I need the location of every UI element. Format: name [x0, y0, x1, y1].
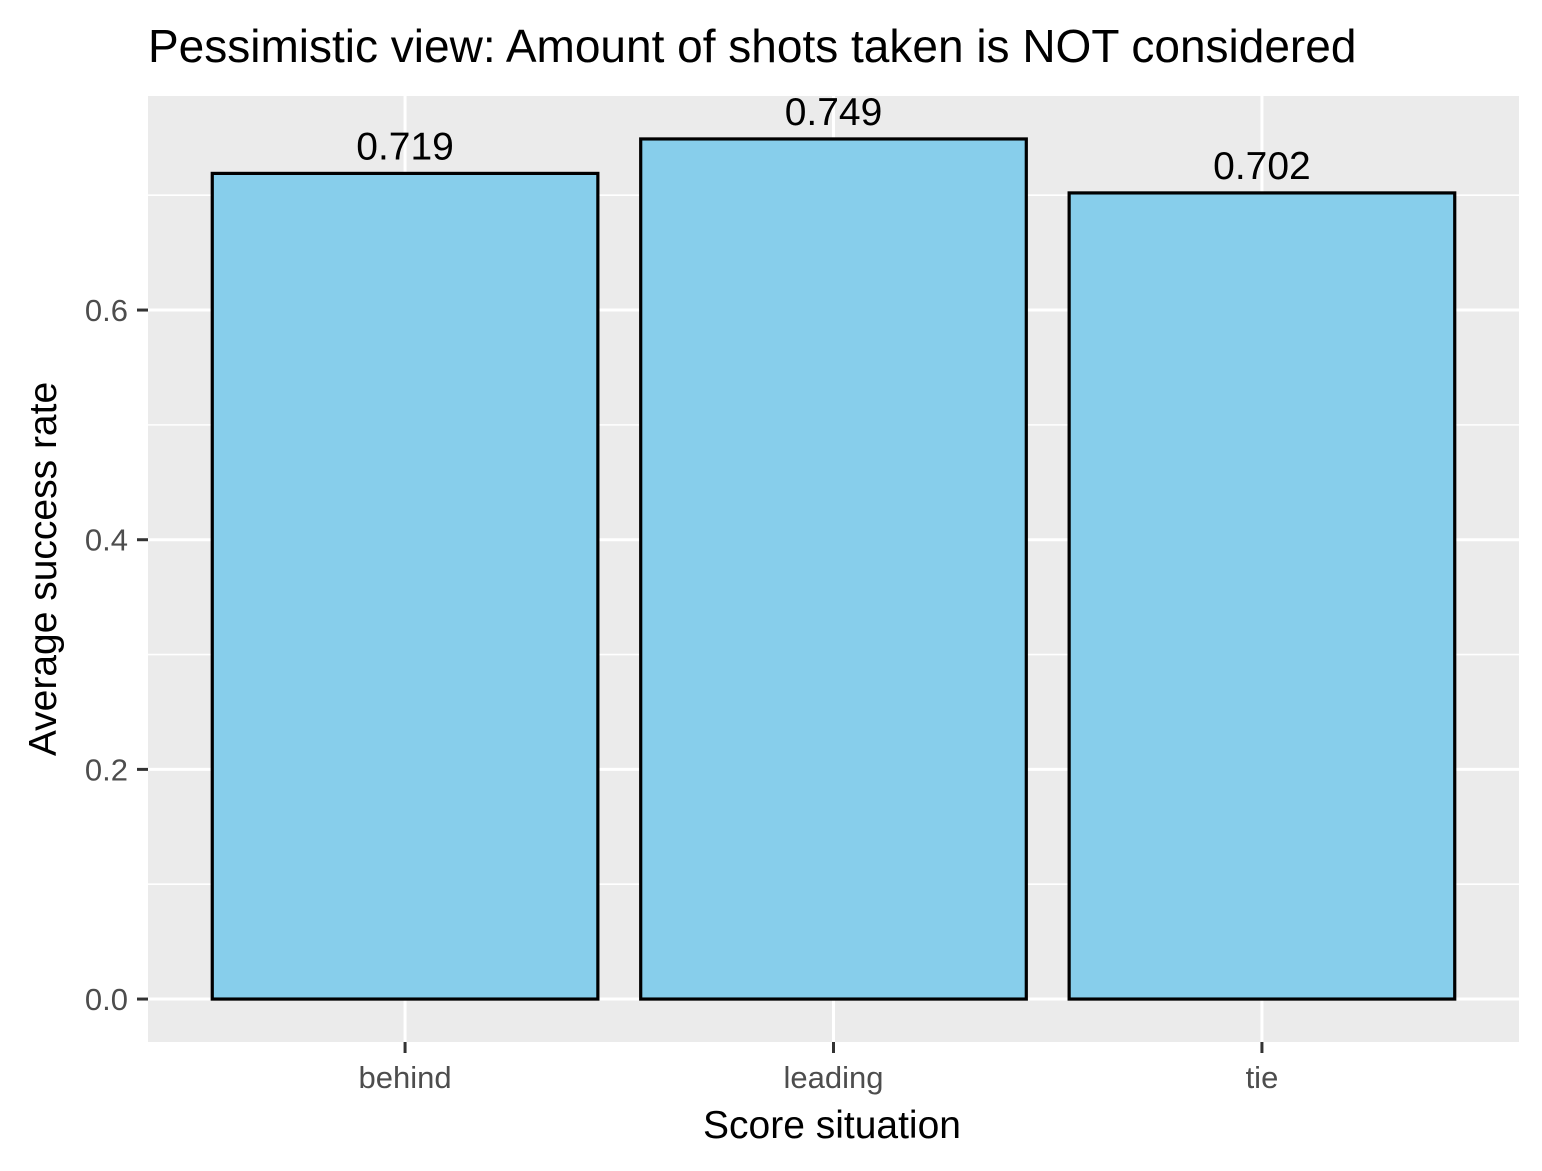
data-labels: 0.719 0.749 0.702 — [356, 91, 1311, 188]
bar-leading — [639, 137, 1028, 1001]
chart-title: Pessimistic view: Amount of shots taken … — [148, 20, 1356, 72]
data-label-behind: 0.719 — [356, 125, 454, 168]
y-tick-label: 0.2 — [85, 752, 128, 787]
data-label-leading: 0.749 — [785, 91, 883, 134]
x-axis: behind leading tie — [359, 1042, 1279, 1095]
x-tick-label-tie: tie — [1246, 1060, 1279, 1095]
bar-behind — [210, 171, 600, 1001]
data-label-tie: 0.702 — [1213, 145, 1311, 188]
y-tick-label: 0.4 — [85, 523, 128, 558]
bar-tie — [1067, 191, 1457, 1001]
x-tick-label-leading: leading — [784, 1060, 884, 1095]
x-axis-title: Score situation — [703, 1104, 961, 1147]
y-tick-label: 0.0 — [85, 982, 128, 1017]
y-axis: 0.0 0.2 0.4 0.6 — [85, 293, 148, 1017]
x-tick-label-behind: behind — [359, 1060, 452, 1095]
bars — [210, 137, 1457, 1001]
y-tick-label: 0.6 — [85, 293, 128, 328]
y-axis-title: Average success rate — [22, 382, 65, 756]
